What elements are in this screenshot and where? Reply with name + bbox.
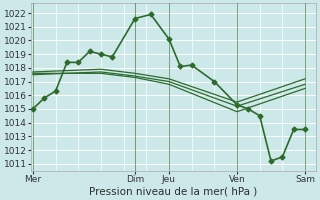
X-axis label: Pression niveau de la mer( hPa ): Pression niveau de la mer( hPa ) [89,187,258,197]
